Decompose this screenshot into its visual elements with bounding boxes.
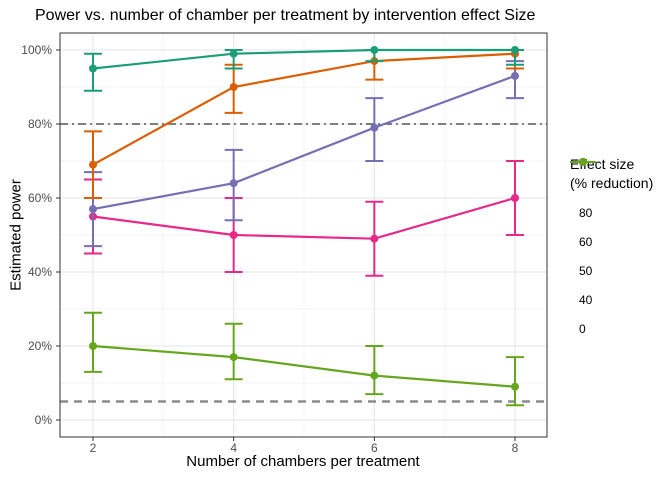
x-axis-label: Number of chambers per treatment [186, 453, 420, 470]
series-80 [84, 46, 524, 92]
series-line-60 [92, 52, 516, 166]
y-tick-label: 20% [28, 339, 52, 353]
y-tick-label: 80% [28, 117, 52, 131]
legend-item-80: 80 [570, 158, 653, 227]
series-line-80 [92, 48, 515, 70]
data-point-0-x6 [370, 371, 379, 380]
data-point-80-x2 [89, 64, 97, 73]
y-axis-label: Estimated power [7, 179, 25, 291]
panel-border [59, 32, 548, 438]
legend-item-label: 80 [579, 205, 593, 220]
x-tick-label: 6 [371, 441, 378, 455]
data-point-80-x8 [510, 46, 519, 54]
legend-title: Effect size (% reduction) [570, 155, 653, 193]
error-bar [365, 345, 384, 396]
legend-title-line2: (% reduction) [570, 175, 654, 191]
legend-marker-icon [570, 158, 596, 166]
data-point-50-x2 [89, 205, 97, 214]
data-point-80-x6 [370, 46, 379, 54]
legend-item-40: 40 [570, 158, 653, 314]
x-tick-label: 2 [90, 441, 97, 455]
data-point-40-x8 [510, 194, 519, 202]
y-tick-label: 100% [21, 43, 52, 57]
data-point-50-x4 [229, 179, 238, 188]
series-line-0 [92, 344, 516, 388]
y-tick-label: 60% [28, 191, 52, 205]
data-point-60-x4 [229, 83, 238, 91]
error-bar [224, 322, 243, 381]
data-point-0-x8 [510, 382, 519, 391]
y-tick-label: 0% [35, 413, 53, 427]
error-bar [505, 356, 524, 407]
legend-item-label: 50 [579, 263, 593, 278]
legend-item-60: 60 [570, 158, 653, 256]
x-tick-label: 4 [230, 441, 237, 455]
legend-item-label: 40 [579, 292, 593, 307]
data-point-50-x8 [510, 71, 519, 80]
legend-marker-point [579, 158, 587, 166]
data-point-40-x6 [370, 234, 379, 243]
series-0 [84, 311, 524, 407]
series-50 [84, 60, 524, 248]
legend: Effect size (% reduction) 80 60 50 40 0 [570, 155, 653, 343]
legend-item-label: 60 [579, 234, 593, 249]
data-point-0-x4 [229, 353, 238, 362]
chart-title: Power vs. number of chamber per treatmen… [35, 7, 536, 24]
series-line-50 [92, 74, 516, 211]
data-point-60-x2 [89, 160, 97, 169]
data-point-0-x2 [89, 342, 97, 350]
legend-item-50: 50 [570, 158, 653, 285]
legend-items: 80 60 50 40 0 [570, 158, 653, 343]
x-tick-label: 8 [512, 441, 519, 455]
data-point-80-x4 [229, 49, 238, 58]
series-line-40 [92, 196, 516, 240]
y-tick-label: 40% [28, 265, 52, 279]
data-point-50-x6 [370, 123, 379, 132]
data-point-40-x4 [229, 231, 238, 239]
legend-item-0: 0 [570, 158, 653, 343]
legend-item-label: 0 [579, 321, 586, 336]
